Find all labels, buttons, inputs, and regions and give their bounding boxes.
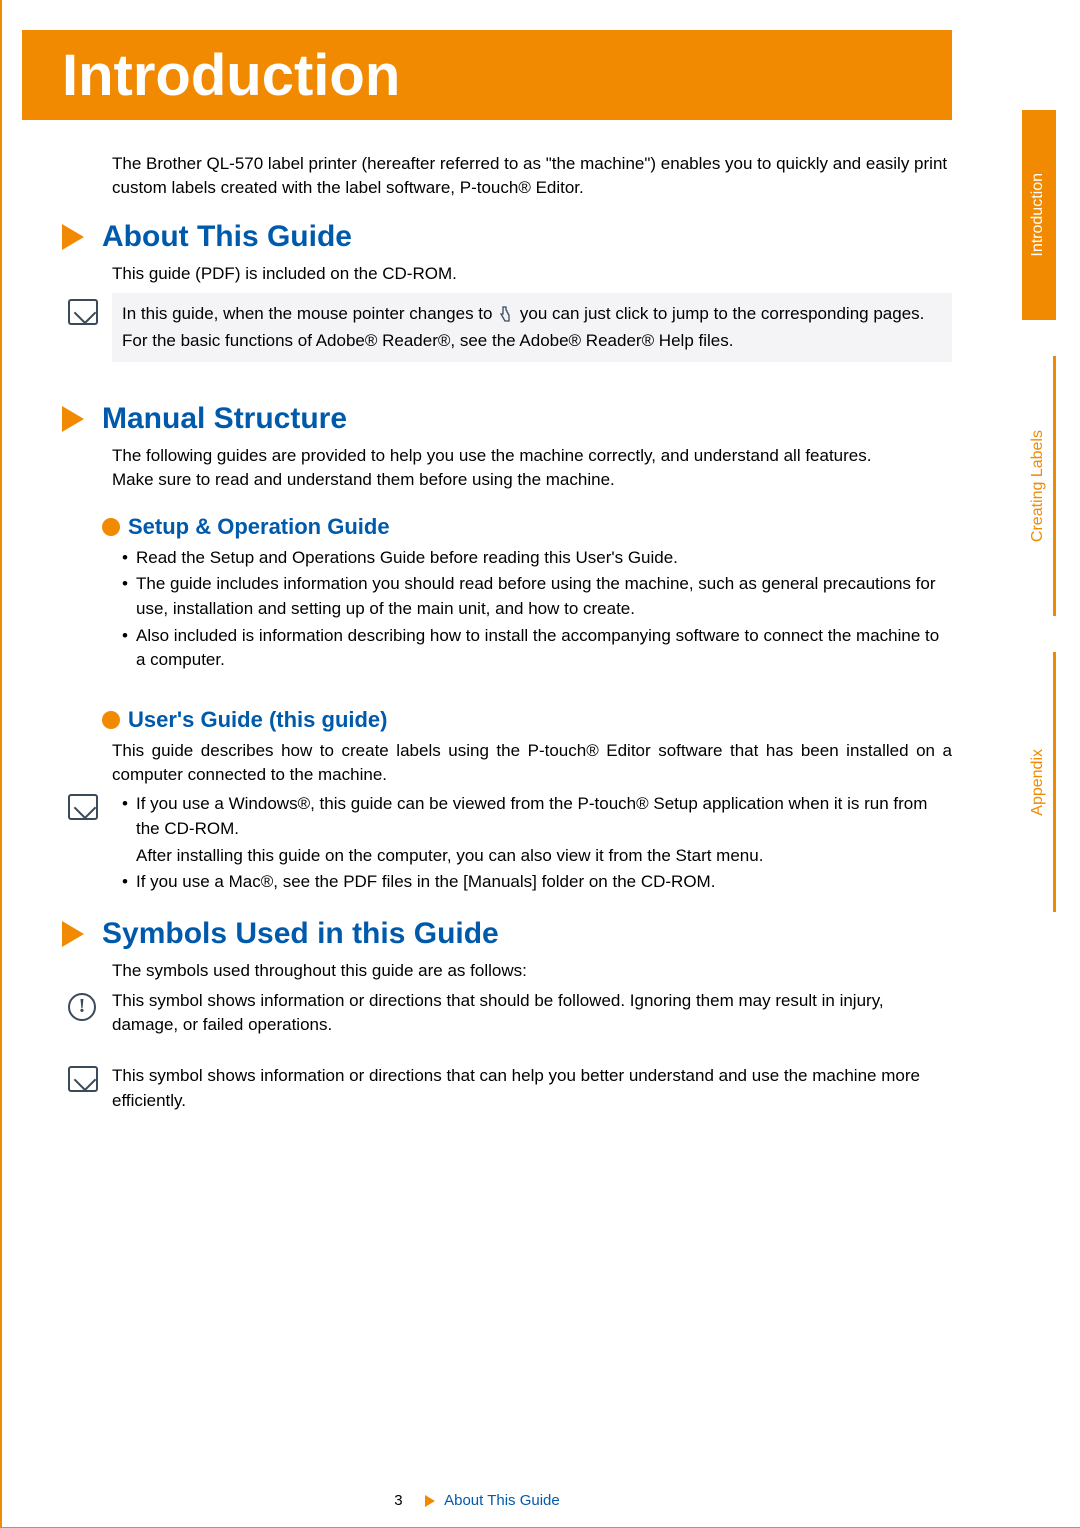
subsection-heading-setup: Setup & Operation Guide bbox=[102, 514, 952, 540]
chapter-header: Introduction bbox=[22, 30, 952, 120]
side-tab-label: Introduction bbox=[1029, 173, 1047, 257]
note-text-a: In this guide, when the mouse pointer ch… bbox=[122, 304, 497, 323]
manual-p2: Make sure to read and understand them be… bbox=[112, 468, 952, 492]
section-title: About This Guide bbox=[102, 220, 352, 254]
setup-bullet-1: Read the Setup and Operations Guide befo… bbox=[136, 546, 952, 571]
caution-icon: ! bbox=[68, 993, 98, 1023]
caution-paragraph: ! This symbol shows information or direc… bbox=[112, 989, 952, 1038]
section-heading-symbols: Symbols Used in this Guide bbox=[62, 917, 952, 951]
subsection-title: User's Guide (this guide) bbox=[128, 707, 388, 733]
setup-bullet-3: Also included is information describing … bbox=[136, 624, 952, 673]
section-heading-manual: Manual Structure bbox=[62, 402, 952, 436]
intro-paragraph: The Brother QL-570 label printer (hereaf… bbox=[112, 152, 952, 200]
users-note-list: •If you use a Windows®, this guide can b… bbox=[122, 792, 952, 895]
dot-bullet-icon bbox=[102, 518, 120, 536]
page-number: 3 bbox=[394, 1492, 402, 1509]
section-heading-about: About This Guide bbox=[62, 220, 952, 254]
section-title: Symbols Used in this Guide bbox=[102, 917, 499, 951]
note-icon bbox=[68, 299, 98, 325]
side-tab-appendix[interactable]: Appendix bbox=[1022, 652, 1056, 912]
triangle-bullet-icon bbox=[62, 921, 84, 947]
setup-bullet-list: •Read the Setup and Operations Guide bef… bbox=[122, 546, 952, 673]
subsection-heading-users: User's Guide (this guide) bbox=[102, 707, 952, 733]
tip-paragraph: This symbol shows information or directi… bbox=[112, 1064, 952, 1113]
hand-cursor-icon bbox=[497, 305, 515, 325]
note-line2: For the basic functions of Adobe® Reader… bbox=[122, 331, 733, 350]
page-footer: 3 About This Guide bbox=[2, 1492, 952, 1509]
side-tab-creating-labels[interactable]: Creating Labels bbox=[1022, 356, 1056, 616]
section-title: Manual Structure bbox=[102, 402, 347, 436]
users-note-2: After installing this guide on the compu… bbox=[136, 844, 952, 869]
users-p1: This guide describes how to create label… bbox=[112, 739, 952, 787]
caution-text: This symbol shows information or directi… bbox=[112, 991, 884, 1035]
about-p1: This guide (PDF) is included on the CD-R… bbox=[112, 262, 952, 286]
side-tab-label: Creating Labels bbox=[1029, 430, 1047, 542]
note-box-about: In this guide, when the mouse pointer ch… bbox=[112, 293, 952, 362]
dot-bullet-icon bbox=[102, 711, 120, 729]
document-page: Introduction The Brother QL-570 label pr… bbox=[0, 0, 1080, 1528]
setup-bullet-2: The guide includes information you shoul… bbox=[136, 572, 952, 621]
triangle-bullet-icon bbox=[62, 224, 84, 250]
manual-p1: The following guides are provided to hel… bbox=[112, 444, 952, 468]
users-note-3: If you use a Mac®, see the PDF files in … bbox=[136, 870, 952, 895]
note-icon bbox=[68, 794, 98, 820]
triangle-bullet-icon bbox=[62, 406, 84, 432]
note-icon bbox=[68, 1066, 98, 1092]
symbols-p1: The symbols used throughout this guide a… bbox=[112, 959, 952, 983]
side-tab-bar: Introduction Creating Labels Appendix bbox=[1022, 110, 1056, 912]
page-content: The Brother QL-570 label printer (hereaf… bbox=[62, 140, 952, 1119]
triangle-bullet-icon bbox=[425, 1495, 435, 1507]
subsection-title: Setup & Operation Guide bbox=[128, 514, 390, 540]
tip-text: This symbol shows information or directi… bbox=[112, 1066, 920, 1110]
side-tab-label: Appendix bbox=[1029, 749, 1047, 816]
chapter-title: Introduction bbox=[62, 42, 400, 109]
side-tab-introduction[interactable]: Introduction bbox=[1022, 110, 1056, 320]
footer-section-link[interactable]: About This Guide bbox=[444, 1492, 560, 1509]
users-note-1: If you use a Windows®, this guide can be… bbox=[136, 792, 952, 841]
note-text-b: you can just click to jump to the corres… bbox=[520, 304, 924, 323]
